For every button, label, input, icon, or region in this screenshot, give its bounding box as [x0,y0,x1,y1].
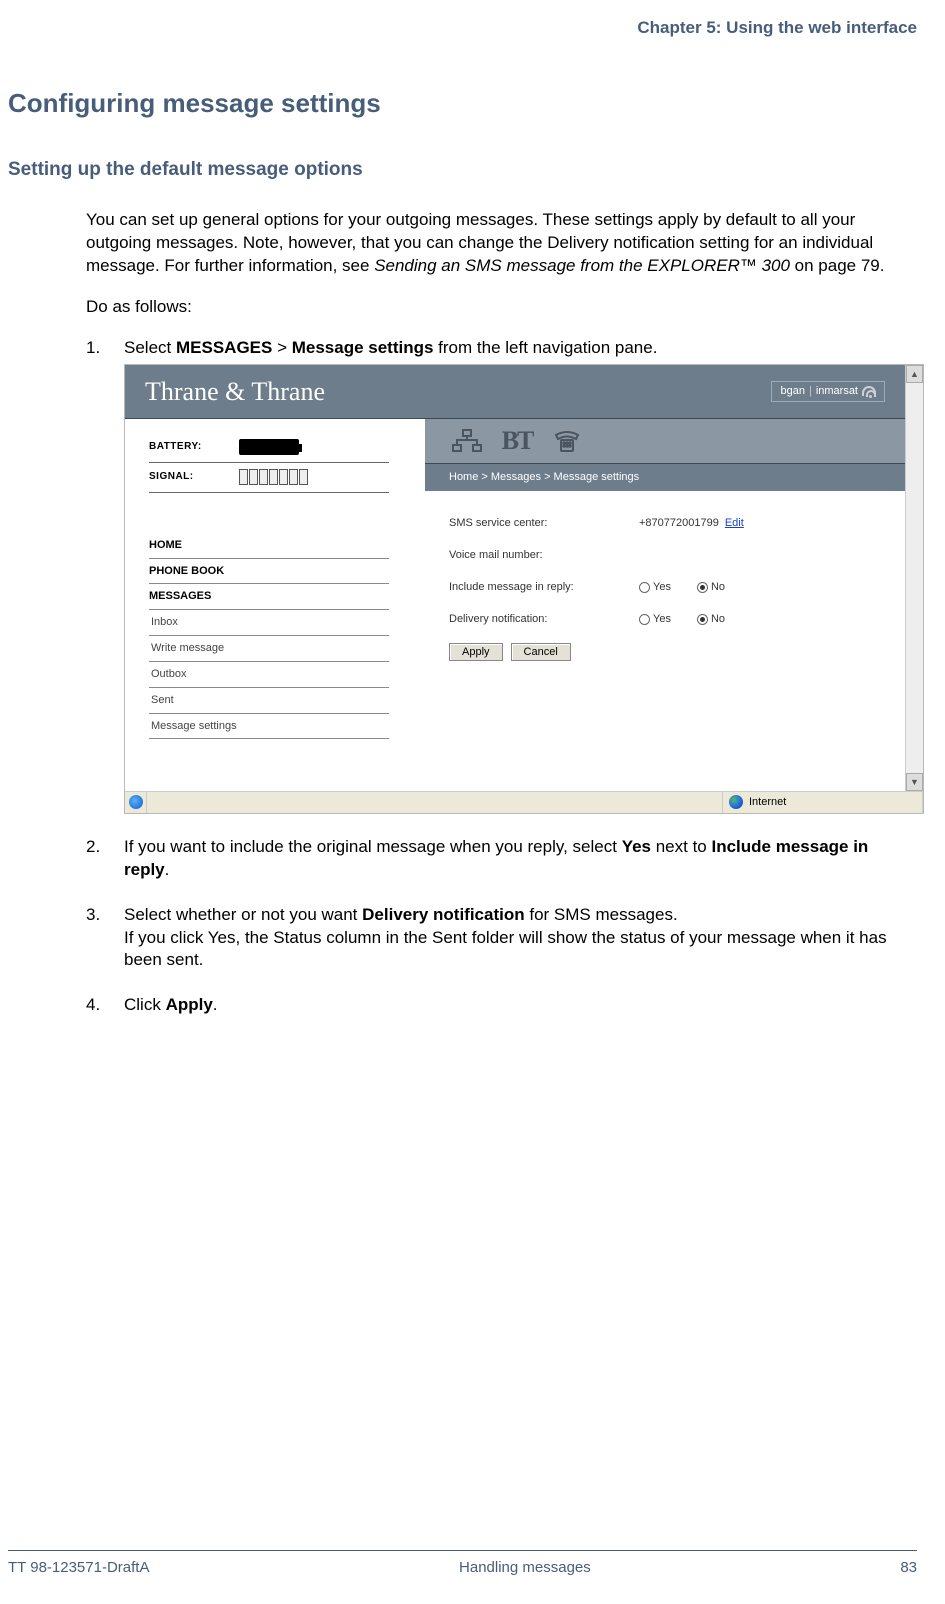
intro-text-b: on page 79. [790,256,885,275]
step2-a: If you want to include the original mess… [124,837,622,856]
include-no-label: No [711,580,725,595]
step-1: 1. Select MESSAGES > Message settings fr… [86,337,917,814]
cancel-button[interactable]: Cancel [511,643,571,661]
step2-yes: Yes [622,837,651,856]
step-number: 2. [86,836,100,859]
nav-messages[interactable]: MESSAGES [149,584,389,610]
step3-line2: If you click Yes, the Status column in t… [124,927,917,973]
step3-delivery: Delivery notification [362,905,524,924]
step1-e: from the left navigation pane. [433,338,657,357]
bgan-text: bgan [780,384,804,399]
status-area: BATTERY: SIGNAL: [125,419,425,493]
step1-c: > [272,338,291,357]
battery-icon [239,439,299,455]
sms-center-row: SMS service center: +870772001799 Edit [449,515,905,533]
intro-italic-ref: Sending an SMS message from the EXPLORER… [374,256,790,275]
sms-center-label: SMS service center: [449,516,639,531]
delivery-yes-radio[interactable] [639,614,650,625]
step-2: 2. If you want to include the original m… [86,836,917,882]
delivery-no-radio[interactable] [697,614,708,625]
step4-apply: Apply [166,995,213,1014]
apply-button[interactable]: Apply [449,643,503,661]
step4-c: . [213,995,218,1014]
step-4: 4. Click Apply. [86,994,917,1017]
footer-section: Handling messages [459,1559,591,1576]
scrollbar[interactable]: ▲ ▼ [905,365,923,791]
step3-c: for SMS messages. [525,905,678,924]
scroll-down-icon[interactable]: ▼ [906,773,923,791]
web-interface-screenshot: Thrane & Thrane bgan | inmarsat BATTERY: [124,364,924,814]
nav-home[interactable]: HOME [149,533,389,559]
delivery-yes-label: Yes [653,612,671,627]
zone-label: Internet [749,795,786,810]
icon-toolbar: BT [425,419,905,463]
step4-a: Click [124,995,166,1014]
chapter-header: Chapter 5: Using the web interface [637,18,917,38]
inmarsat-logo: bgan | inmarsat [771,381,885,402]
signal-bars-icon [239,469,308,485]
step1-message-settings: Message settings [292,338,434,357]
section-title: Configuring message settings [8,88,917,119]
ie-statusbar: Internet [125,791,923,813]
do-as-follows: Do as follows: [86,296,917,319]
delivery-no-label: No [711,612,725,627]
include-reply-radios: Yes No [639,580,743,595]
bt-icon: BT [499,427,535,455]
nav-write-message[interactable]: Write message [149,636,389,662]
step-number: 1. [86,337,100,360]
scroll-up-icon[interactable]: ▲ [906,365,923,383]
signal-row: SIGNAL: [149,463,389,493]
step1-a: Select [124,338,176,357]
step1-messages: MESSAGES [176,338,272,357]
step3-a: Select whether or not you want [124,905,362,924]
voicemail-label: Voice mail number: [449,548,639,563]
include-reply-row: Include message in reply: Yes No [449,579,905,597]
step-number: 4. [86,994,100,1017]
edit-link[interactable]: Edit [725,516,744,531]
nav-menu: HOME PHONE BOOK MESSAGES Inbox Write mes… [125,533,425,740]
include-yes-label: Yes [653,580,671,595]
include-reply-label: Include message in reply: [449,580,639,595]
internet-zone: Internet [723,792,923,813]
voicemail-row: Voice mail number: [449,547,905,565]
content-area: Configuring message settings Setting up … [8,88,917,1039]
delivery-row: Delivery notification: Yes No [449,611,905,629]
step2-e: . [165,860,170,879]
phone-icon [549,427,585,455]
include-yes-radio[interactable] [639,582,650,593]
footer-page-number: 83 [900,1559,917,1576]
nav-message-settings[interactable]: Message settings [149,714,389,740]
main-panel: BT Home > Messages > Message settings SM… [425,419,905,791]
sms-center-value: +870772001799 [639,516,719,531]
step-3: 3. Select whether or not you want Delive… [86,904,917,973]
battery-row: BATTERY: [149,433,389,463]
nav-outbox[interactable]: Outbox [149,662,389,688]
signal-arc-icon [862,386,876,396]
subsection-title: Setting up the default message options [8,159,917,181]
nav-phonebook[interactable]: PHONE BOOK [149,559,389,585]
include-no-radio[interactable] [697,582,708,593]
delivery-radios: Yes No [639,612,743,627]
intro-paragraph: You can set up general options for your … [86,209,917,278]
step-number: 3. [86,904,100,927]
settings-form: SMS service center: +870772001799 Edit V… [425,491,905,661]
nav-inbox[interactable]: Inbox [149,610,389,636]
inmarsat-text: inmarsat [816,384,858,399]
signal-label: SIGNAL: [149,470,239,484]
battery-label: BATTERY: [149,440,239,454]
step2-c: next to [651,837,711,856]
footer-docid: TT 98-123571-DraftA [8,1559,149,1576]
nav-sent[interactable]: Sent [149,688,389,714]
steps-list: 1. Select MESSAGES > Message settings fr… [86,337,917,1018]
network-icon [449,427,485,455]
button-row: Apply Cancel [449,643,905,661]
left-sidebar: BATTERY: SIGNAL: HOME PHONE BOOK [125,419,425,791]
page-footer: TT 98-123571-DraftA Handling messages 83 [8,1550,917,1576]
screenshot-header: Thrane & Thrane bgan | inmarsat [125,365,905,419]
globe-icon [729,795,743,809]
brand-logo: Thrane & Thrane [145,374,325,409]
delivery-label: Delivery notification: [449,612,639,627]
ie-icon [125,791,147,813]
breadcrumb: Home > Messages > Message settings [425,463,905,491]
